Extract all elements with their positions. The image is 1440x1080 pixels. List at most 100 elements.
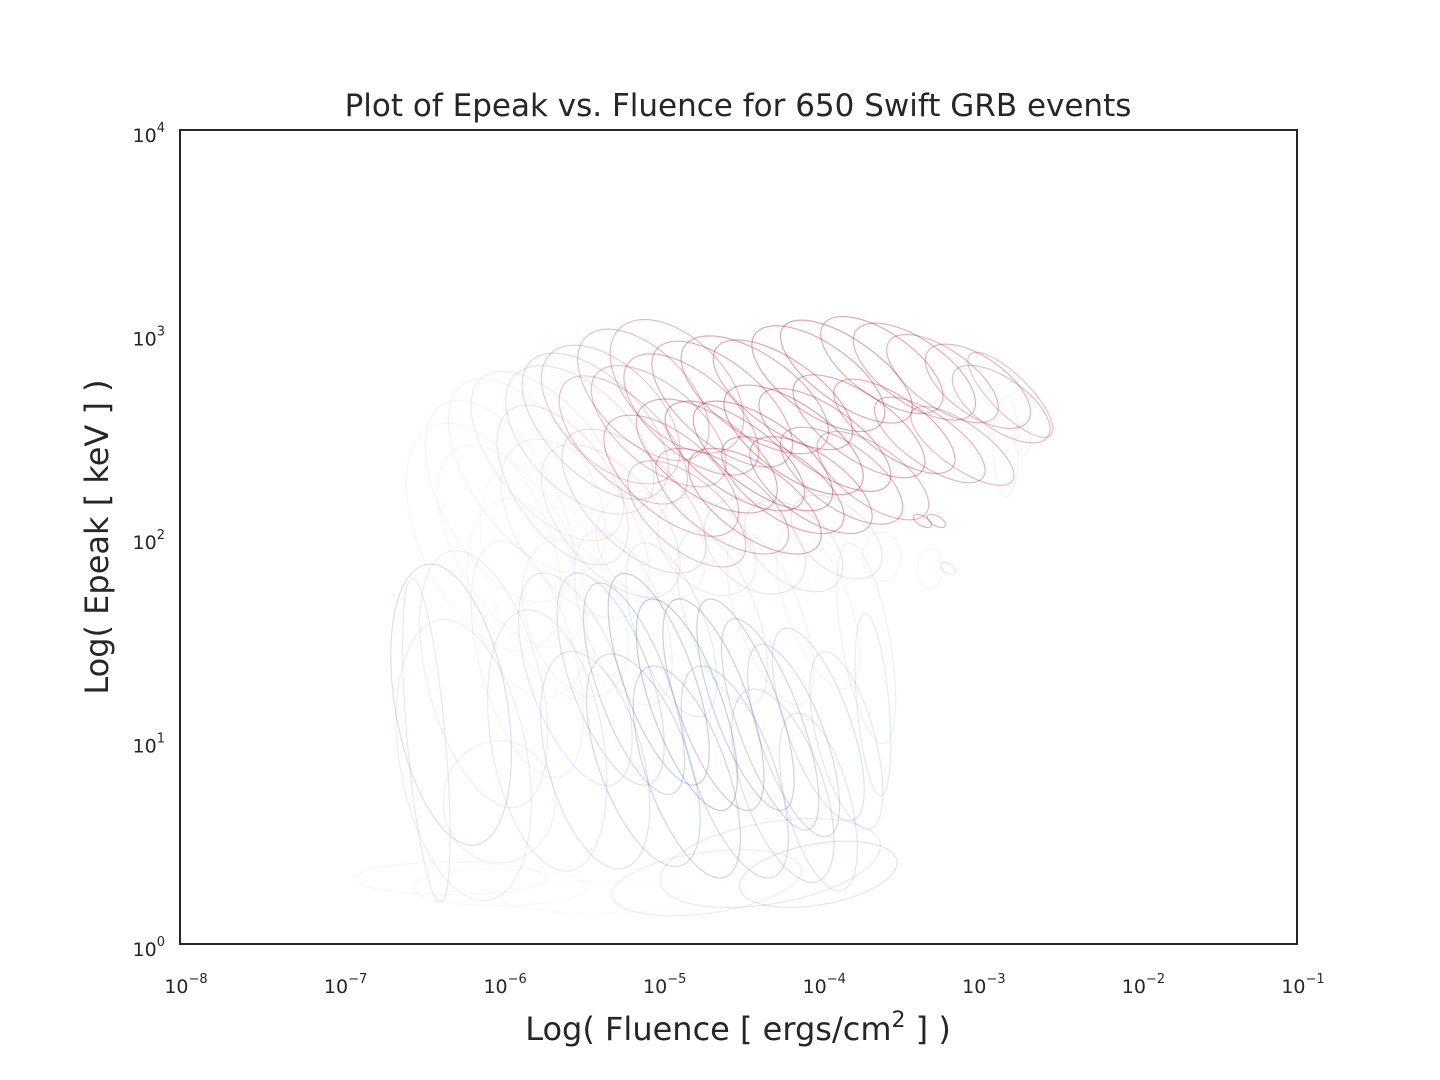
grb-ellipse: [561, 428, 707, 574]
y-tick-label: 104: [133, 121, 165, 147]
x-tick-label: 10−7: [324, 972, 367, 998]
x-axis-label-suffix: ] ): [905, 1010, 950, 1048]
grb-ellipse: [500, 438, 651, 619]
grb-ellipse: [926, 513, 947, 529]
y-tick-label: 101: [133, 732, 165, 758]
grb-ellipse: [556, 572, 665, 786]
x-tick-label-exponent: −4: [827, 972, 846, 987]
x-tick-label-base: 10: [483, 976, 507, 998]
grb-ellipse: [723, 384, 864, 496]
y-tick-label: 102: [133, 528, 165, 554]
grb-ellipse: [749, 436, 873, 535]
grb-ellipse: [758, 387, 892, 492]
y-tick-label-exponent: 1: [157, 732, 165, 747]
grb-ellipse: [816, 430, 930, 521]
x-axis-ticks: 10−8 10−7 10−6 10−5 10−4 10−3 10−2 10−1: [164, 972, 1324, 998]
grb-ellipse: [655, 447, 790, 555]
grb-ellipse: [577, 328, 710, 462]
grb-ellipse: [558, 375, 689, 505]
grb-ellipse: [470, 540, 584, 779]
grb-ellipse: [498, 880, 692, 914]
grb-ellipse: [951, 364, 1051, 444]
x-tick-label-base: 10: [962, 976, 986, 998]
y-tick-label-base: 10: [133, 125, 157, 147]
grb-ellipse: [720, 618, 820, 831]
x-tick-label-base: 10: [1281, 976, 1305, 998]
grb-ellipse: [852, 322, 977, 421]
grb-ellipse: [792, 374, 926, 479]
grb-ellipse: [779, 426, 904, 525]
y-tick-label-exponent: 0: [157, 935, 165, 950]
x-axis-label-sup: 2: [891, 1008, 905, 1033]
grb-ellipse: [687, 447, 822, 555]
grb-ellipse: [405, 422, 562, 652]
grb-ellipse: [779, 319, 913, 424]
grb-ellipse: [726, 530, 815, 706]
grb-ellipse: [743, 500, 844, 593]
grb-ellipse: [967, 351, 1054, 438]
grb-ellipse: [862, 531, 902, 582]
grb-ellipse: [595, 490, 707, 602]
grb-ellipse: [437, 444, 587, 648]
grb-ellipse: [771, 627, 865, 822]
grb-ellipse: [659, 817, 882, 909]
grb-ellipse: [470, 370, 625, 542]
grb-ellipse: [790, 494, 883, 580]
grb-ellipse: [479, 465, 615, 700]
grb-ellipse: [611, 849, 803, 917]
grb-ellipse: [390, 563, 513, 846]
grb-ellipse: [521, 352, 669, 500]
grb-ellipse: [854, 612, 892, 797]
x-tick-label-exponent: −7: [348, 972, 367, 987]
x-tick-label: 10−3: [962, 972, 1005, 998]
grb-ellipse: [585, 653, 701, 868]
grb-ellipse: [651, 340, 794, 468]
x-tick-label-exponent: −6: [508, 972, 527, 987]
x-axis-label-prefix: Log( Fluence [ ergs/cm: [525, 1010, 891, 1048]
grb-ellipse: [424, 399, 574, 603]
grb-ellipse: [573, 530, 673, 706]
x-tick-label-base: 10: [324, 976, 348, 998]
grb-ellipse: [635, 398, 778, 514]
grb-ellipse: [738, 840, 898, 908]
x-tick-label-base: 10: [643, 976, 667, 998]
grb-ellipse: [836, 542, 897, 745]
y-tick-label-exponent: 3: [157, 325, 165, 340]
x-tick-label: 10−4: [803, 972, 846, 998]
grb-ellipse: [582, 582, 686, 796]
y-tick-label-base: 10: [133, 532, 157, 554]
y-tick-label-base: 10: [133, 736, 157, 758]
plot-frame: [179, 129, 1298, 945]
grb-ellipse: [924, 343, 1032, 430]
grb-ellipse: [623, 353, 760, 476]
grb-ellipse: [627, 460, 747, 568]
grb-ellipse: [496, 404, 629, 566]
grb-ellipse: [607, 572, 710, 786]
x-tick-label: 10−2: [1122, 972, 1165, 998]
x-tick-label-base: 10: [164, 976, 188, 998]
grb-ellipse: [833, 378, 956, 475]
grb-ellipse: [910, 405, 1015, 487]
grb-ellipse: [466, 498, 588, 699]
grb-ellipse: [1013, 423, 1031, 457]
grb-ellipse: [912, 513, 933, 529]
grb-ellipse: [402, 577, 451, 904]
grb-ellipse: [747, 643, 841, 838]
chart-title: Plot of Epeak vs. Fluence for 650 Swift …: [345, 88, 1132, 124]
x-tick-label-base: 10: [803, 976, 827, 998]
ellipse-layer: [354, 315, 1054, 917]
grb-ellipse: [447, 377, 607, 574]
grb-ellipse: [419, 549, 549, 809]
grb-ellipse: [603, 414, 740, 537]
x-tick-label: 10−1: [1281, 972, 1324, 998]
grb-ellipse: [662, 598, 765, 812]
grb-ellipse: [886, 333, 999, 424]
grb-ellipse: [410, 868, 588, 907]
y-tick-label-exponent: 4: [157, 121, 165, 136]
grb-ellipse: [354, 861, 548, 896]
grb-ellipse: [731, 688, 835, 883]
y-axis-label: Log( Epeak [ keV ] ): [78, 379, 116, 694]
